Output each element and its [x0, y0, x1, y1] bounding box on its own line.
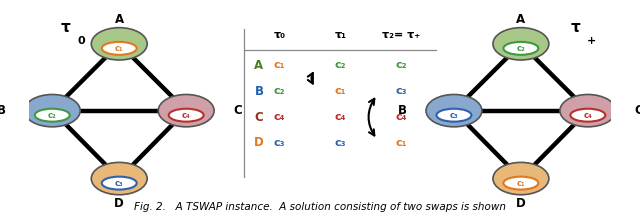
Text: C: C	[635, 104, 640, 117]
Text: Fig. 2.   A TSWAP instance.  A solution consisting of two swaps is shown: Fig. 2. A TSWAP instance. A solution con…	[134, 202, 506, 212]
Text: +: +	[587, 36, 596, 46]
Ellipse shape	[560, 94, 616, 127]
Text: τ₂= τ₊: τ₂= τ₊	[383, 30, 420, 40]
Text: c₂: c₂	[48, 111, 57, 120]
Text: c₃: c₃	[273, 138, 285, 148]
Text: A: A	[254, 59, 264, 72]
Text: c₄: c₄	[335, 112, 346, 122]
Circle shape	[169, 109, 204, 122]
Circle shape	[102, 42, 137, 55]
Text: c₄: c₄	[396, 112, 407, 122]
Text: c₄: c₄	[182, 111, 191, 120]
Ellipse shape	[92, 28, 147, 60]
Text: c₁: c₁	[396, 138, 407, 148]
Circle shape	[102, 177, 137, 190]
Circle shape	[504, 42, 538, 55]
Text: c₁: c₁	[335, 86, 346, 96]
Text: c₃: c₃	[335, 138, 346, 148]
Text: c₃: c₃	[115, 179, 124, 188]
Text: τ₀: τ₀	[273, 30, 285, 40]
Text: c₂: c₂	[516, 44, 525, 53]
Ellipse shape	[493, 28, 549, 60]
Text: c₁: c₁	[115, 44, 124, 53]
Text: c₄: c₄	[584, 111, 592, 120]
Circle shape	[504, 177, 538, 190]
Ellipse shape	[158, 94, 214, 127]
Text: C: C	[255, 111, 263, 124]
Text: c₁: c₁	[516, 179, 525, 188]
Circle shape	[35, 109, 70, 122]
Ellipse shape	[92, 162, 147, 195]
Text: τ₁: τ₁	[335, 30, 346, 40]
Text: D: D	[115, 197, 124, 210]
Text: C: C	[233, 104, 242, 117]
Text: A: A	[516, 13, 525, 26]
Ellipse shape	[493, 162, 549, 195]
Text: c₂: c₂	[396, 60, 407, 70]
Text: B: B	[398, 104, 407, 117]
Circle shape	[436, 109, 472, 122]
Text: c₁: c₁	[273, 60, 285, 70]
Ellipse shape	[24, 94, 80, 127]
Circle shape	[570, 109, 605, 122]
Ellipse shape	[426, 94, 482, 127]
Text: c₃: c₃	[450, 111, 458, 120]
Text: c₄: c₄	[273, 112, 285, 122]
Text: c₂: c₂	[273, 86, 285, 96]
Text: τ: τ	[570, 20, 580, 35]
Text: B: B	[255, 85, 264, 98]
Text: 0: 0	[77, 36, 85, 46]
Text: c₂: c₂	[335, 60, 346, 70]
Text: A: A	[115, 13, 124, 26]
Text: B: B	[0, 104, 6, 117]
Text: τ: τ	[61, 20, 71, 35]
Text: D: D	[516, 197, 526, 210]
Text: D: D	[254, 136, 264, 150]
Text: c₃: c₃	[396, 86, 407, 96]
